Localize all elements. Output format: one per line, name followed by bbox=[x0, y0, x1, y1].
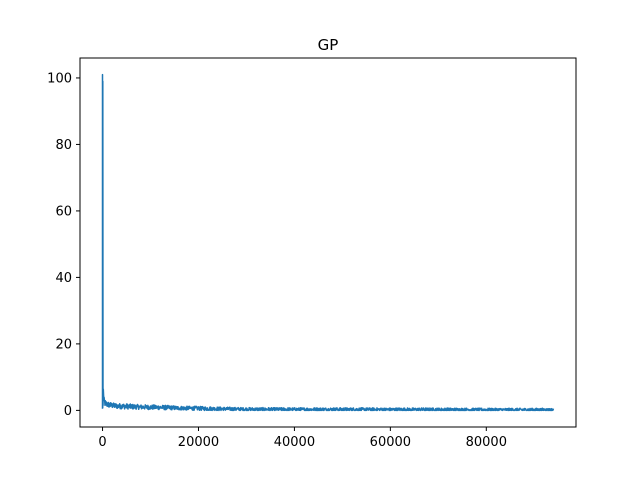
x-tick-label: 0 bbox=[98, 435, 106, 450]
plot-area bbox=[101, 73, 555, 412]
y-tick-label: 40 bbox=[55, 271, 72, 286]
x-tick-label: 80000 bbox=[466, 435, 507, 450]
series-line bbox=[101, 73, 555, 412]
y-tick-label: 0 bbox=[64, 404, 72, 419]
y-tick-label: 100 bbox=[47, 71, 72, 86]
x-tick-label: 40000 bbox=[274, 435, 315, 450]
plot-frame bbox=[79, 57, 577, 428]
x-tick-label: 20000 bbox=[178, 435, 219, 450]
x-tick-label: 60000 bbox=[370, 435, 411, 450]
y-tick-label: 60 bbox=[55, 204, 72, 219]
y-tick-label: 80 bbox=[55, 138, 72, 153]
x-axis: 0 20000 40000 60000 80000 bbox=[98, 427, 507, 450]
y-axis: 0 20 40 60 80 100 bbox=[47, 71, 80, 419]
y-tick-label: 20 bbox=[55, 337, 72, 352]
chart-title: GP bbox=[318, 36, 339, 54]
